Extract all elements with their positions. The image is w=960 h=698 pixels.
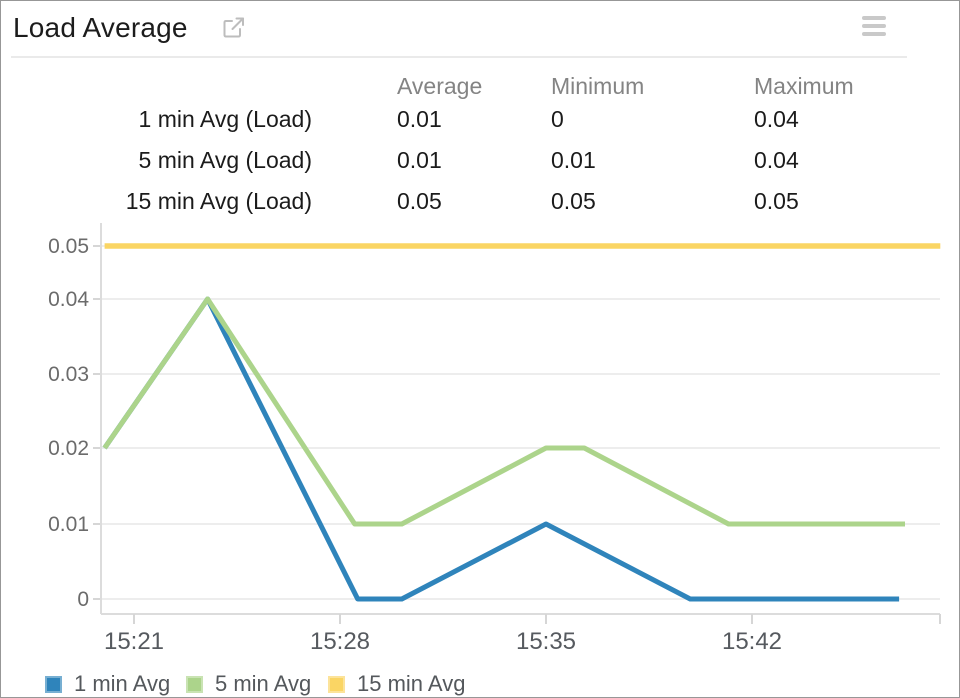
x-axis-label: 15:21 — [104, 628, 164, 655]
column-header-minimum: Minimum — [551, 73, 645, 99]
cell-minimum: 0.05 — [551, 188, 596, 214]
legend-swatch-5-min-avg — [186, 675, 203, 693]
open-in-new-window-icon[interactable] — [221, 15, 247, 41]
table-row: 5 min Avg (Load) 0.01 0.01 0.04 — [1, 145, 959, 175]
cell-average: 0.01 — [397, 106, 442, 132]
y-axis-label: 0.02 — [48, 437, 89, 460]
hamburger-bar — [862, 24, 886, 28]
cell-minimum: 0.01 — [551, 147, 596, 173]
hamburger-bar — [862, 32, 886, 36]
x-axis-label: 15:35 — [516, 628, 576, 655]
legend-label: 15 min Avg — [357, 671, 466, 696]
widget-title: Load Average — [13, 12, 188, 43]
legend-item-1-min-avg[interactable]: 1 min Avg — [45, 671, 171, 696]
legend-swatch-1-min-avg — [45, 675, 62, 693]
legend-swatch-15-min-avg — [328, 675, 345, 693]
row-label: 5 min Avg (Load) — [138, 147, 312, 173]
x-axis-label: 15:42 — [722, 628, 782, 655]
legend-label: 5 min Avg — [215, 671, 312, 696]
legend-label: 1 min Avg — [74, 671, 171, 696]
cell-average: 0.05 — [397, 188, 442, 214]
hamburger-bar — [862, 16, 886, 20]
y-axis-label: 0.03 — [48, 363, 89, 386]
stats-header-row: Average Minimum Maximum — [1, 71, 959, 101]
x-axis-label: 15:28 — [310, 628, 370, 655]
cell-average: 0.01 — [397, 147, 442, 173]
hamburger-menu-icon[interactable] — [862, 16, 886, 37]
row-label: 15 min Avg (Load) — [125, 188, 312, 214]
column-header-maximum: Maximum — [754, 73, 854, 99]
table-row: 15 min Avg (Load) 0.05 0.05 0.05 — [1, 186, 959, 216]
cell-maximum: 0.05 — [754, 188, 799, 214]
series-line-5-min-avg[interactable] — [102, 296, 905, 527]
cell-minimum: 0 — [551, 106, 564, 132]
cell-maximum: 0.04 — [754, 106, 799, 132]
column-header-average: Average — [397, 73, 483, 99]
y-axis-label: 0.04 — [48, 288, 89, 311]
table-row: 1 min Avg (Load) 0.01 0 0.04 — [1, 104, 959, 134]
y-axis-label: 0.05 — [48, 235, 89, 258]
header-divider — [11, 56, 907, 58]
legend-item-5-min-avg[interactable]: 5 min Avg — [186, 671, 312, 696]
row-label: 1 min Avg (Load) — [138, 106, 312, 132]
y-axis-label: 0 — [77, 588, 89, 611]
legend-item-15-min-avg[interactable]: 15 min Avg — [328, 671, 466, 696]
y-axis-label: 0.01 — [48, 513, 89, 536]
cell-maximum: 0.04 — [754, 147, 799, 173]
